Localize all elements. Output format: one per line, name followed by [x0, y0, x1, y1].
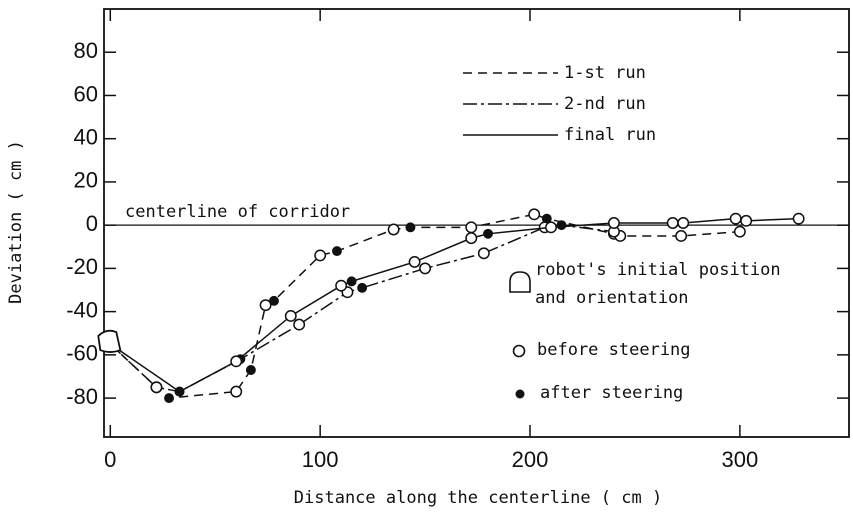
before-steering-point [284, 309, 297, 322]
after-steering-point [556, 220, 567, 231]
after-steering-point [357, 282, 368, 293]
before-steering-point [230, 355, 243, 368]
before-steering-point [259, 299, 272, 312]
y-tick-label: 0 [86, 211, 98, 236]
legend-filled-marker [515, 389, 525, 399]
before-steering-point [293, 318, 306, 331]
before-steering-point [465, 221, 478, 234]
before-steering-point [666, 217, 679, 229]
robot-label: robot's initial position [535, 260, 781, 280]
legend-label: final run [564, 125, 656, 145]
y-tick-label: -60 [66, 341, 98, 366]
before-steering-point [150, 381, 163, 394]
robot-icon [97, 329, 122, 353]
before-steering-point [545, 221, 557, 234]
before-steering-point [675, 230, 688, 242]
before-steering-point [230, 385, 243, 398]
after-steering-point [346, 276, 357, 287]
before-steering-point [335, 279, 348, 292]
x-tick-label: 300 [722, 447, 759, 472]
before-steering-point [477, 247, 490, 260]
legend-label: 2-nd run [564, 94, 646, 114]
legend-open-marker [512, 344, 526, 358]
centerline-label: centerline of corridor [125, 202, 350, 222]
after-steering-point [331, 246, 342, 257]
y-axis-label: Deviation ( cm ) [6, 140, 26, 304]
after-steering-point [405, 222, 416, 233]
y-tick-label: -80 [66, 384, 98, 409]
before-steering-point [677, 217, 690, 229]
legend-robot-icon [509, 271, 531, 293]
y-tick-label: 20 [74, 168, 98, 193]
y-tick-label: -40 [66, 297, 98, 322]
x-tick-label: 0 [104, 447, 116, 472]
before-steering-point [314, 249, 327, 262]
after-steering-point [245, 365, 256, 375]
before-label: before steering [537, 340, 691, 360]
after-label: after steering [540, 383, 683, 403]
y-tick-label: -20 [66, 254, 98, 279]
y-tick-label: 60 [74, 81, 98, 106]
before-steering-point [792, 212, 805, 225]
y-tick-label: 80 [74, 38, 98, 63]
before-steering-point [740, 214, 753, 227]
after-steering-point [174, 386, 185, 397]
after-steering-point [164, 393, 175, 404]
before-steering-point [528, 208, 541, 221]
after-steering-point [483, 228, 493, 239]
run-line [109, 217, 799, 393]
legend-label: 1-st run [564, 63, 646, 83]
before-steering-point [733, 225, 746, 238]
before-steering-point [419, 262, 432, 275]
before-steering-point [729, 212, 742, 225]
y-tick-label: 40 [74, 125, 98, 150]
before-steering-point [465, 232, 478, 245]
x-axis-label: Distance along the centerline ( cm ) [294, 488, 662, 508]
before-steering-point [408, 255, 421, 268]
x-tick-label: 200 [512, 447, 549, 472]
run-line [109, 224, 615, 393]
before-steering-point [608, 217, 620, 229]
before-steering-point [387, 223, 400, 236]
robot-label: and orientation [535, 288, 689, 308]
x-tick-label: 100 [302, 447, 339, 472]
plot-frame [103, 8, 850, 438]
after-steering-point [269, 295, 279, 306]
